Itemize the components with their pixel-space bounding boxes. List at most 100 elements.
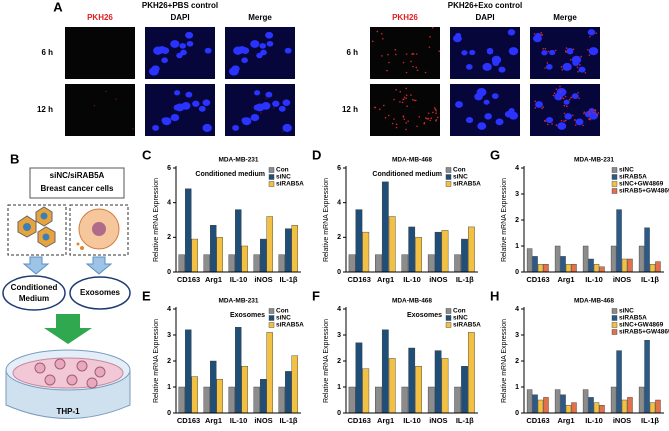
nucleus: [241, 57, 248, 64]
green-arrow: [44, 314, 92, 344]
pkh26-dot: [572, 48, 575, 51]
nucleus: [455, 101, 463, 108]
bar: [621, 258, 628, 273]
bar: [582, 389, 589, 414]
nucleus: [232, 124, 240, 131]
pkh26-dot: [431, 26, 434, 29]
bar: [638, 386, 645, 414]
pkh26-dot: [547, 50, 550, 53]
nucleus: [507, 29, 516, 36]
pkh26-dot: [542, 48, 545, 50]
x-tick-label: IL-1β: [280, 275, 298, 284]
group-title: PKH26+PBS control: [142, 1, 218, 10]
x-tick-label: iNOS: [254, 275, 272, 284]
bar: [185, 188, 192, 273]
nucleus: [541, 50, 548, 56]
annotation: Conditioned medium: [372, 171, 442, 178]
nucleus: [491, 93, 499, 99]
x-tick-label: CD163: [526, 275, 549, 284]
pkh26-dot: [560, 66, 563, 68]
pkh26-dot: [395, 126, 398, 129]
pkh26-dot: [410, 94, 412, 96]
pkh26-dot: [565, 50, 567, 52]
y-axis-label: Relative mRNA Expression: [501, 178, 508, 262]
pkh26-dot: [429, 36, 431, 38]
nucleus: [170, 113, 180, 122]
pkh26-dot: [588, 111, 591, 113]
column-header: DAPI: [475, 13, 494, 22]
pkh26-dot: [391, 122, 394, 125]
pkh26-dot: [588, 113, 591, 115]
bar: [375, 254, 382, 273]
pkh26-dot: [388, 61, 390, 64]
pkh26-dot: [564, 119, 567, 122]
row-label: 12 h: [37, 105, 53, 114]
nucleus: [495, 118, 504, 126]
y-tick-label: 4: [337, 306, 341, 313]
pkh26-dot: [105, 90, 107, 93]
y-tick-label: 1: [337, 384, 341, 391]
pkh26-dot: [93, 104, 96, 107]
bar: [381, 329, 389, 414]
micrograph-bg: [370, 84, 440, 136]
nucleus: [486, 48, 494, 55]
pkh26-dot: [592, 111, 595, 114]
nucleus: [179, 43, 187, 49]
bar: [454, 386, 462, 414]
x-tick-label: iNOS: [254, 416, 272, 425]
nucleus: [482, 62, 492, 71]
nucleus: [282, 99, 291, 106]
nucleus: [272, 100, 280, 107]
pkh26-dot: [403, 118, 406, 120]
y-axis-label: Relative mRNA Expression: [323, 178, 330, 262]
nucleus: [284, 47, 292, 54]
micrograph: [65, 27, 135, 79]
y-tick-label: 0: [167, 410, 171, 417]
micrograph: [370, 26, 440, 79]
legend-label: Con: [453, 308, 466, 315]
bar: [178, 386, 185, 414]
nucleus: [469, 49, 476, 56]
nucleus: [198, 105, 206, 112]
bar: [532, 394, 538, 414]
legend-swatch: [445, 315, 452, 321]
bar: [362, 368, 370, 414]
nucleus: [554, 93, 563, 101]
cancer-cells: [17, 206, 120, 250]
pkh26-dot: [551, 123, 553, 125]
bar: [427, 386, 435, 414]
y-axis-label: Relative mRNA Expression: [323, 319, 330, 403]
bar: [291, 224, 298, 273]
legend-label: Con: [453, 167, 466, 174]
pkh26-dot: [596, 113, 599, 116]
legend-swatch: [445, 308, 452, 314]
pkh26-dot: [533, 33, 536, 35]
bar: [191, 376, 198, 414]
bar: [362, 231, 370, 273]
pkh26-dot: [412, 53, 415, 55]
y-tick-label: 2: [337, 234, 341, 241]
pkh26-dot: [415, 66, 418, 69]
nucleus: [202, 99, 211, 106]
legend-label: siRAB5A: [619, 315, 647, 322]
bar: [627, 397, 633, 414]
micrograph: [225, 84, 295, 136]
bar: [565, 264, 572, 273]
bar: [278, 386, 285, 414]
pkh26-dot: [394, 53, 397, 56]
pkh26-dot: [415, 53, 418, 55]
bar: [427, 254, 435, 273]
legend-label: siNC: [453, 174, 468, 181]
bar: [621, 399, 628, 414]
pkh26-dot: [574, 124, 577, 126]
dish: [5, 349, 131, 419]
pkh26-dot: [386, 69, 388, 72]
pkh26-dot: [541, 33, 543, 36]
bar: [616, 209, 622, 273]
nucleus: [562, 62, 572, 71]
bar: [461, 366, 468, 414]
legend-label: Con: [276, 308, 289, 315]
pkh26-dot: [393, 98, 395, 101]
x-tick-label: Arg1: [377, 275, 394, 284]
